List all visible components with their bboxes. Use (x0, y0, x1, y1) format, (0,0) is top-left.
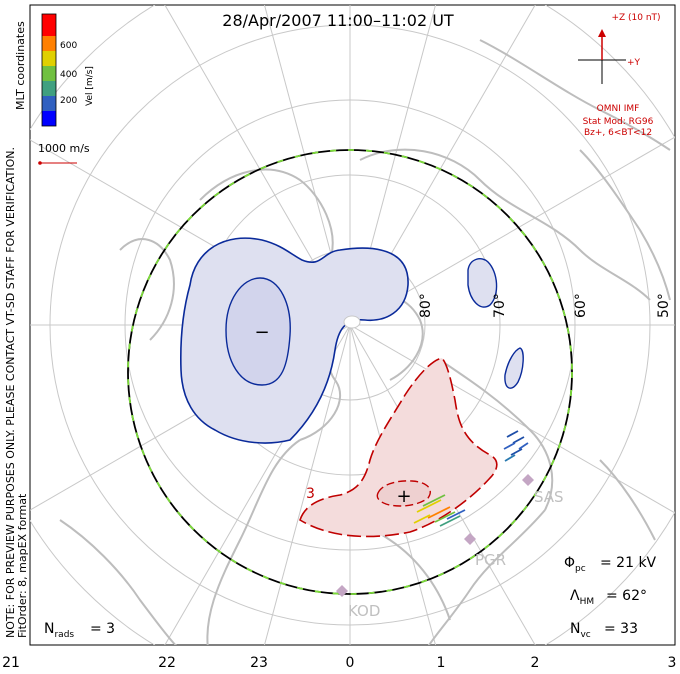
radar-label-sas: SAS (534, 488, 564, 506)
radar-label-pgr: PGR (475, 551, 506, 569)
mlt-label-3: 3 (668, 655, 677, 671)
mlt-label-21: 21 (2, 655, 20, 671)
imf-z-label: +Z (10 nT) (611, 13, 660, 23)
colorbar-label: Vel [m/s] (85, 66, 95, 106)
colorbar-swatch-steelblue (42, 96, 56, 111)
preview-note: NOTE: FOR PREVIEW PURPOSES ONLY. PLEASE … (4, 147, 17, 638)
potential-maximum-marker: + (396, 486, 411, 507)
colorbar-swatch-red (42, 14, 56, 36)
latitude-label-80: 80° (418, 293, 434, 318)
latitude-label-60: 60° (573, 293, 589, 318)
mlt-label-23: 23 (250, 655, 268, 671)
lambda-hm-value: = 62° (606, 588, 647, 604)
stat-mod-label: Stat Mod: RG96 (583, 117, 654, 127)
imf-condition: Bz+, 6<BT<12 (584, 128, 652, 138)
small-negative-cell-1 (467, 258, 498, 308)
imf-y-label: +Y (627, 58, 641, 68)
negative-potential-inner-contour (225, 277, 291, 386)
phi-pc-value: = 21 kV (600, 555, 657, 571)
colorbar-tick-200: 200 (60, 96, 77, 106)
colorbar: 600 400 200 Vel [m/s] (41, 13, 95, 127)
radar-markers (336, 474, 534, 597)
boundary-velocity-dashes (127, 149, 573, 595)
colorbar-tick-600: 600 (60, 41, 77, 51)
mlt-label-0: 0 (346, 655, 355, 671)
pole-marker (343, 315, 361, 329)
velocity-vectors (413, 430, 529, 527)
colorbar-swatch-teal (42, 81, 56, 96)
n-vc-value: = 33 (604, 621, 638, 637)
positive-potential-cell (299, 357, 498, 538)
vector-scale-label: 1000 m/s (38, 142, 90, 155)
mlt-label-2: 2 (531, 655, 540, 671)
potential-minimum-marker: − (254, 322, 269, 343)
colorbar-tick-400: 400 (60, 70, 77, 80)
coordinates-label: MLT coordinates (14, 21, 27, 110)
colorbar-swatch-orange (42, 36, 56, 51)
colorbar-swatch-yellow (42, 51, 56, 66)
contour-level-label: 3 (306, 486, 315, 502)
latitude-label-70: 70° (492, 293, 508, 318)
small-negative-cell-2 (504, 347, 524, 389)
mlt-label-1: 1 (437, 655, 446, 671)
latitude-label-50: 50° (656, 293, 672, 318)
fit-order-note: FitOrder: 8, mapEX format (16, 493, 29, 638)
negative-potential-cell (180, 237, 409, 444)
imf-source: OMNI IMF (597, 104, 640, 114)
n-rads-value: = 3 (90, 621, 115, 637)
colorbar-swatch-green (42, 66, 56, 81)
mlt-label-22: 22 (158, 655, 176, 671)
radar-label-kod: KOD (348, 602, 380, 620)
map-title: 28/Apr/2007 11:00–11:02 UT (222, 11, 454, 30)
imf-clock (578, 29, 626, 84)
colorbar-swatch-blue (42, 111, 56, 126)
positive-potential-inner-contour (376, 480, 431, 507)
